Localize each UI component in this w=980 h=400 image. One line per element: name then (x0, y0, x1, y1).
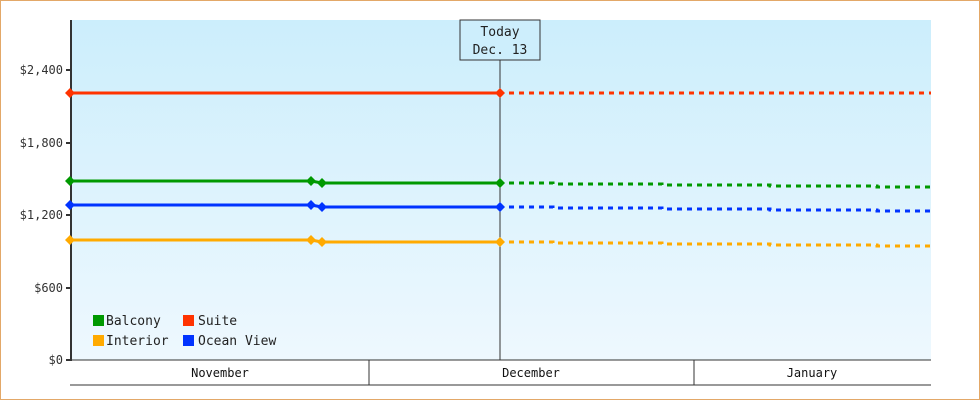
legend-label: Suite (198, 314, 237, 329)
ocean-view-swatch-icon (183, 335, 194, 346)
legend-label: Interior (106, 334, 169, 349)
interior-swatch-icon (93, 335, 104, 346)
y-tick-label: $1,200 (20, 208, 63, 222)
legend-item-balcony[interactable]: Balcony (93, 314, 161, 329)
month-label-january: January (787, 366, 838, 380)
legend-label: Balcony (106, 314, 161, 329)
today-date: Dec. 13 (473, 43, 528, 58)
plot-area (71, 20, 931, 360)
y-tick-label: $2,400 (20, 63, 63, 77)
today-marker: Today Dec. 13 (459, 19, 541, 360)
balcony-swatch-icon (93, 315, 104, 326)
legend-item-interior[interactable]: Interior (93, 334, 169, 349)
month-label-november: November (191, 366, 249, 380)
legend: Balcony Suite Interior Ocean View (93, 314, 276, 349)
series-suite (65, 88, 931, 98)
y-tick-label: $600 (34, 281, 63, 295)
today-label: Today (480, 25, 519, 40)
series-ocean-view (65, 200, 931, 213)
y-tick-label: $1,800 (20, 136, 63, 150)
month-axis: November December January (70, 360, 931, 386)
suite-swatch-icon (183, 315, 194, 326)
month-label-december: December (502, 366, 560, 380)
y-tick-label: $0 (49, 353, 63, 367)
series-interior (65, 235, 931, 248)
legend-item-ocean-view[interactable]: Ocean View (183, 334, 276, 349)
legend-item-suite[interactable]: Suite (183, 314, 237, 329)
series-balcony (65, 176, 931, 189)
legend-label: Ocean View (198, 334, 276, 349)
y-ticks: $0 $600 $1,200 $1,800 $2,400 (20, 63, 71, 367)
